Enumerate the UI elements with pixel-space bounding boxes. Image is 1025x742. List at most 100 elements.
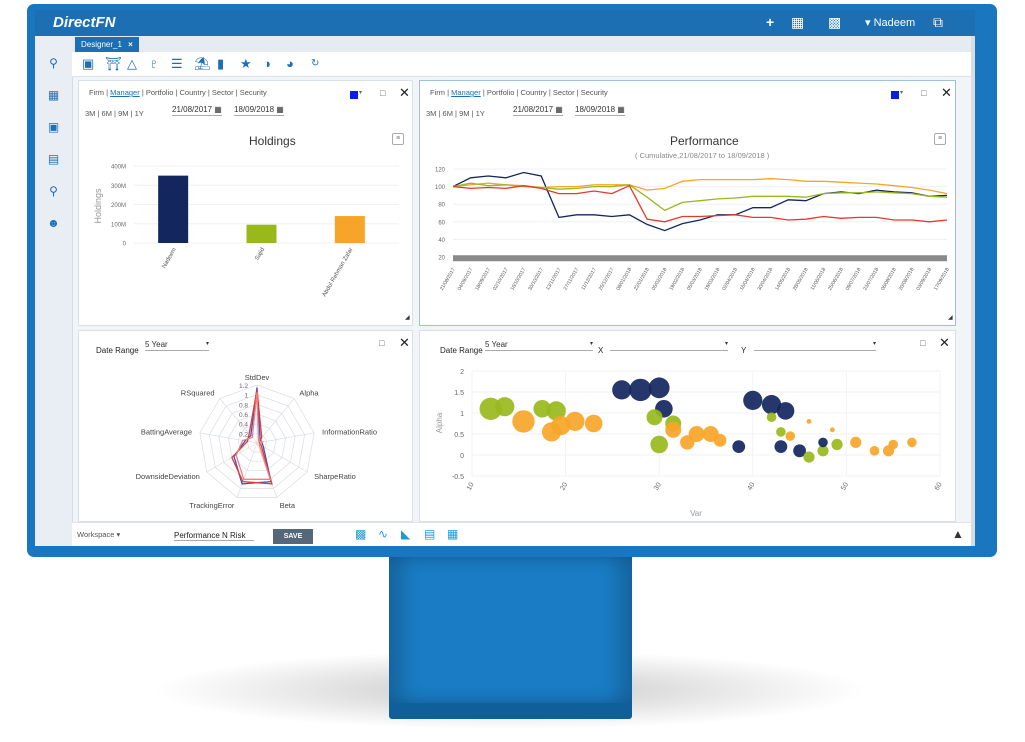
report-icon[interactable]: ▣ — [47, 120, 60, 134]
left-nav: ⚲ ▦ ▣ ▤ ⚲ ☻ — [35, 36, 73, 546]
export-icon[interactable]: ▮ — [217, 56, 225, 71]
y-axis-select[interactable]: ▾ — [754, 340, 876, 351]
range-1y[interactable]: 1Y — [475, 109, 485, 118]
range-3m[interactable]: 3M — [85, 109, 96, 118]
close-icon[interactable]: ✕ — [941, 85, 952, 100]
date-range-label: Date Range — [440, 346, 483, 355]
calendar-icon[interactable]: ▦ — [276, 105, 284, 114]
bar-chart-icon[interactable]: ▩ — [355, 527, 367, 541]
list-icon[interactable]: ☰ — [171, 56, 183, 71]
range-6m[interactable]: 6M — [101, 109, 112, 118]
filter-sector[interactable]: Sector — [211, 88, 234, 97]
users-icon[interactable]: ☻ — [47, 216, 60, 230]
bubble-point — [732, 440, 746, 453]
bubble-point — [688, 426, 705, 442]
filter-manager[interactable]: Manager — [110, 88, 140, 97]
filter-sector[interactable]: Sector — [552, 88, 575, 97]
bubble-point — [650, 435, 668, 454]
x-tick-label: 16/10/2017 — [510, 267, 528, 292]
x-tick-label: 50 — [840, 481, 850, 491]
calendar-icon[interactable]: ▦ — [617, 105, 625, 114]
from-date-input[interactable]: 21/08/2017 ▦ — [513, 105, 563, 116]
close-icon[interactable]: ✕ — [399, 335, 410, 350]
range-1y[interactable]: 1Y — [134, 109, 144, 118]
dashboard-icon[interactable]: ▦ — [47, 88, 60, 102]
calendar-icon[interactable]: ▦ — [555, 105, 563, 114]
tab-close-icon[interactable]: × — [128, 40, 133, 49]
flask-icon[interactable]: △ — [127, 56, 137, 71]
to-date-input[interactable]: 18/09/2018 ▦ — [234, 105, 284, 116]
filter-firm[interactable]: Firm — [430, 88, 445, 97]
maximize-icon[interactable]: □ — [920, 338, 926, 348]
table-icon[interactable]: ▦ — [447, 527, 459, 541]
search-icon[interactable]: ⚲ — [49, 56, 58, 70]
trophy-icon[interactable]: ★ — [240, 56, 252, 71]
area-chart-icon[interactable]: ◣ — [401, 527, 411, 541]
print-icon[interactable]: ▩ — [828, 14, 842, 30]
tab-designer[interactable]: Designer_1 × — [75, 37, 139, 52]
maximize-icon[interactable]: □ — [379, 338, 385, 348]
bubble-point — [793, 444, 806, 458]
save-button[interactable]: SAVE — [273, 529, 313, 544]
date-range-select[interactable]: 5 Year ▾ — [145, 340, 209, 351]
bubble-point — [512, 410, 535, 433]
maximize-icon[interactable]: □ — [921, 88, 927, 98]
horizontal-bar-icon[interactable]: ▤ — [424, 527, 436, 541]
workspace-menu[interactable]: Workspace ▾ — [77, 530, 121, 539]
bubble-point — [743, 390, 763, 410]
x-tick-label: 09/07/2018 — [845, 267, 863, 292]
building-icon[interactable]: ⛩ — [105, 56, 122, 71]
x-tick-label: 02/04/2018 — [721, 267, 739, 292]
close-icon[interactable]: ✕ — [939, 335, 950, 350]
range-9m[interactable]: 9M — [459, 109, 470, 118]
org-chart-icon[interactable]: ▦ — [791, 14, 805, 30]
gauge-icon[interactable]: ◑ — [263, 56, 271, 71]
y-tick-label: 100 — [435, 185, 446, 191]
refresh-icon[interactable]: ↻ — [311, 58, 320, 69]
close-icon[interactable]: ✕ — [399, 85, 410, 100]
holdings-chart: 0 100M 200M 300M 400M Holdings Nadeem Sajid Abdu… — [93, 165, 410, 322]
color-picker-arrow-icon[interactable]: ▾ — [900, 90, 904, 96]
color-picker-swatch[interactable] — [350, 91, 358, 99]
x-tick-label: 28/05/2018 — [792, 267, 810, 292]
to-date-input[interactable]: 18/09/2018 ▦ — [575, 105, 625, 116]
bubble-point — [829, 427, 835, 433]
network-icon[interactable]: ⚲ — [49, 184, 58, 198]
maximize-icon[interactable]: □ — [380, 88, 386, 98]
filter-country[interactable]: Country — [179, 88, 206, 97]
from-date-input[interactable]: 21/08/2017 ▦ — [172, 105, 222, 116]
speedometer-icon[interactable]: ◕ — [286, 56, 294, 71]
filter-portfolio[interactable]: Portfolio — [486, 88, 515, 97]
document-icon[interactable]: ▤ — [47, 152, 60, 166]
windows-icon[interactable]: ⧉ — [933, 14, 943, 30]
vertical-scrollbar[interactable] — [971, 36, 975, 546]
filter-security[interactable]: Security — [239, 88, 267, 97]
bank-icon[interactable]: ⛱ — [194, 56, 211, 71]
filter-firm[interactable]: Firm — [89, 88, 104, 97]
radar-grid-ring — [209, 394, 305, 489]
color-picker-arrow-icon[interactable]: ▾ — [359, 90, 363, 96]
chart-menu-icon[interactable]: ≡ — [392, 133, 404, 145]
range-6m[interactable]: 6M — [442, 109, 453, 118]
date-range-select[interactable]: 5 Year ▾ — [485, 340, 593, 351]
color-picker-swatch[interactable] — [891, 91, 899, 99]
x-axis-select[interactable]: ▾ — [610, 340, 728, 351]
user-menu[interactable]: ▾ Nadeem — [865, 17, 916, 29]
filter-manager[interactable]: Manager — [451, 88, 481, 97]
workspace-name-input[interactable]: Performance N Risk — [174, 531, 254, 541]
workspace-label: Workspace — [77, 530, 115, 539]
triangle-up-icon[interactable]: ▲ — [952, 527, 964, 541]
range-3m[interactable]: 3M — [426, 109, 437, 118]
filter-portfolio[interactable]: Portfolio — [145, 88, 174, 97]
range-9m[interactable]: 9M — [118, 109, 129, 118]
hierarchy-icon[interactable]: ♇ — [149, 56, 159, 71]
chevron-down-icon: ▾ — [724, 341, 728, 347]
line-chart-icon[interactable]: ∿ — [378, 527, 389, 541]
chart-menu-icon[interactable]: ≡ — [934, 133, 946, 145]
calendar-icon[interactable]: ▦ — [214, 105, 222, 114]
filter-country[interactable]: Country — [520, 88, 547, 97]
filter-security[interactable]: Security — [580, 88, 608, 97]
wallet-icon[interactable]: ▣ — [82, 56, 95, 71]
add-icon[interactable]: + — [766, 14, 775, 30]
y-tick-label: 0 — [460, 453, 464, 460]
